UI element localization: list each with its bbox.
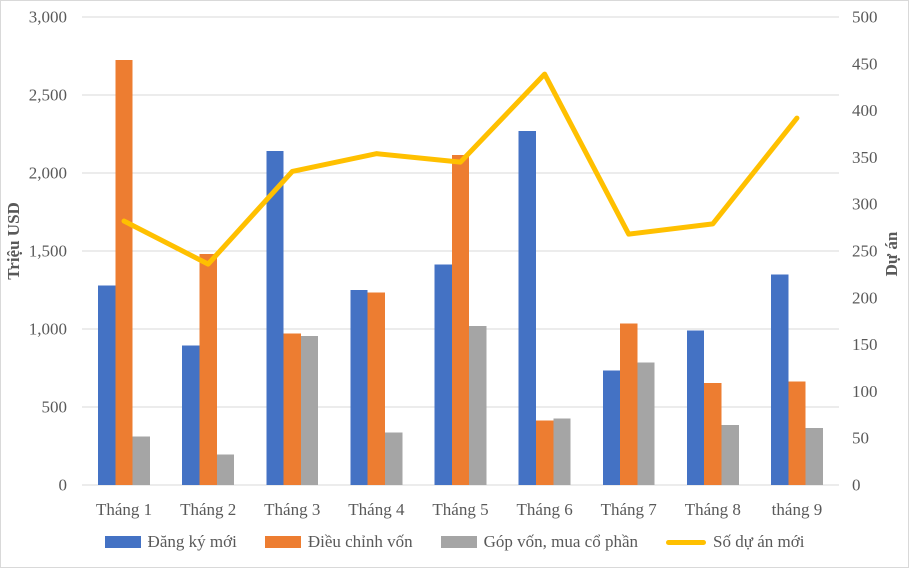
bar-gop-von-mua-co-phan <box>216 454 235 485</box>
right-axis-tick-label: 400 <box>852 101 878 120</box>
x-axis-tick-label: Tháng 8 <box>685 500 741 519</box>
left-axis-tick-label: 3,000 <box>29 8 67 27</box>
bar-dang-ky-moi <box>266 151 284 485</box>
left-axis-tick-label: 1,500 <box>29 242 67 261</box>
left-axis-tick-label: 2,500 <box>29 86 67 105</box>
left-axis-tick-label: 0 <box>59 476 68 495</box>
right-axis-tick-label: 200 <box>852 288 878 307</box>
x-axis-tick-label: Tháng 7 <box>601 500 658 519</box>
x-axis-tick-label: Tháng 3 <box>264 500 320 519</box>
bar-dang-ky-moi <box>98 285 116 485</box>
x-axis-tick-label: Tháng 4 <box>348 500 405 519</box>
right-axis-tick-label: 500 <box>852 8 878 27</box>
bar-gop-von-mua-co-phan <box>300 336 319 485</box>
bar-dang-ky-moi <box>182 345 200 485</box>
right-axis-tick-label: 0 <box>852 476 861 495</box>
x-axis-tick-label: Tháng 5 <box>432 500 488 519</box>
bar-gop-von-mua-co-phan <box>553 418 571 485</box>
right-axis-tick-label: 100 <box>852 382 878 401</box>
bar-dang-ky-moi <box>350 290 368 485</box>
bar-dang-ky-moi <box>602 370 621 485</box>
legend-label-gop-von-mua-co-phan: Góp vốn, mua cổ phần <box>483 532 639 551</box>
left-axis-tick-label: 2,000 <box>29 164 67 183</box>
legend-item-gop-von-mua-co-phan: Góp vốn, mua cổ phần <box>440 532 639 552</box>
legend-item-dieu-chinh-von: Điều chỉnh vốn <box>264 532 413 552</box>
bar-gop-von-mua-co-phan <box>132 436 151 485</box>
right-axis-title: Dự án <box>882 231 901 277</box>
bar-dieu-chinh-von <box>283 333 301 485</box>
right-axis-tick-label: 300 <box>852 195 878 214</box>
legend-label-dieu-chinh-von: Điều chỉnh vốn <box>307 532 413 551</box>
x-axis-tick-label: Tháng 6 <box>517 500 573 519</box>
legend-swatch-dang-ky-moi-icon <box>104 536 141 548</box>
bar-dieu-chinh-von <box>115 59 133 486</box>
legend-label-dang-ky-moi: Đăng ký mới <box>147 532 237 551</box>
chart-legend: Đăng ký mới Điều chỉnh vốn Góp vốn, mua … <box>1 530 908 554</box>
left-axis-title: Triệu USD <box>4 202 23 280</box>
bar-dang-ky-moi <box>686 330 705 485</box>
bar-gop-von-mua-co-phan <box>637 362 655 485</box>
bar-dieu-chinh-von <box>620 323 638 485</box>
legend-label-so-du-an-moi: Số dự án mới <box>713 532 805 551</box>
bar-gop-von-mua-co-phan <box>385 432 403 485</box>
left-axis-tick-label: 500 <box>42 398 68 417</box>
legend-swatch-so-du-an-moi-icon <box>666 539 707 545</box>
bar-dieu-chinh-von <box>704 382 722 485</box>
bar-dieu-chinh-von <box>199 254 217 485</box>
legend-swatch-dieu-chinh-von-icon <box>264 536 301 548</box>
x-axis-tick-label: Tháng 1 <box>96 500 152 519</box>
right-axis-tick-label: 150 <box>852 335 878 354</box>
legend-swatch-gop-von-mua-co-phan-icon <box>440 536 477 548</box>
left-axis-tick-label: 1,000 <box>29 320 67 339</box>
bar-gop-von-mua-co-phan <box>469 325 487 485</box>
right-axis-tick-label: 450 <box>852 54 878 73</box>
bar-dang-ky-moi <box>770 274 789 485</box>
line-so-du-an-moi <box>121 71 800 267</box>
bar-dang-ky-moi <box>518 130 536 485</box>
x-axis-tick-label: Tháng 2 <box>180 500 236 519</box>
legend-item-dang-ky-moi: Đăng ký mới <box>104 532 237 552</box>
bar-dieu-chinh-von <box>535 420 554 485</box>
bar-dieu-chinh-von <box>451 155 470 485</box>
legend-item-so-du-an-moi: Số dự án mới <box>666 532 804 552</box>
bar-gop-von-mua-co-phan <box>805 428 823 485</box>
right-axis-tick-label: 50 <box>852 429 869 448</box>
bar-dieu-chinh-von <box>367 292 386 485</box>
bar-dang-ky-moi <box>434 264 452 485</box>
x-axis-tick-label: tháng 9 <box>772 500 823 519</box>
right-axis-tick-label: 250 <box>852 242 878 261</box>
bar-gop-von-mua-co-phan <box>721 424 739 485</box>
bar-dieu-chinh-von <box>788 381 806 485</box>
right-axis-tick-label: 350 <box>852 148 878 167</box>
